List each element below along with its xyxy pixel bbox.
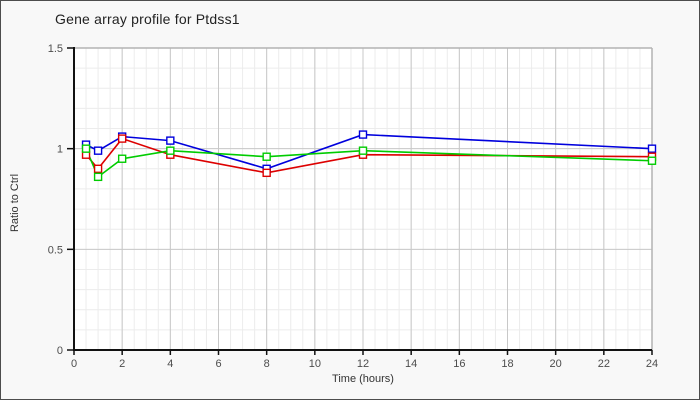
data-point-marker-green (117, 154, 127, 163)
x-tick-label: 10 (309, 358, 321, 370)
x-tick-label: 16 (453, 358, 465, 370)
data-point-marker-red (93, 164, 103, 174)
data-point-marker-green (358, 146, 368, 155)
data-series (81, 130, 657, 182)
data-point-marker-blue (358, 130, 368, 139)
x-tick-label: 20 (550, 358, 562, 370)
plot-border (74, 47, 653, 350)
data-point-marker-blue (166, 136, 175, 145)
data-point-marker-green (262, 152, 271, 161)
y-tick-label: 1.5 (48, 43, 63, 55)
y-tick-label: 0.5 (48, 244, 63, 256)
data-point-marker-red (117, 134, 127, 143)
x-tick-label: 2 (119, 358, 125, 370)
x-tick-label: 0 (71, 358, 77, 370)
data-point-marker-green (81, 144, 91, 153)
x-axis-title: Time (hours) (332, 373, 394, 385)
data-point-marker-red (262, 168, 271, 178)
y-tick-label: 1 (57, 144, 63, 156)
axes (67, 47, 653, 355)
data-point-marker-blue (93, 146, 103, 155)
tick-labels: 00.511.50 2 4 6 8 10 12 14 16 18 20 22 24 (48, 43, 658, 370)
x-tick-label: 22 (598, 358, 610, 370)
chart-title: Gene array profile for Ptdss1 (55, 11, 240, 27)
x-tick-label: 12 (357, 358, 369, 370)
data-point-marker-green (166, 146, 175, 155)
x-tick-label: 24 (646, 358, 658, 370)
x-tick-label: 8 (264, 358, 270, 370)
y-tick-label: 0 (57, 345, 63, 357)
data-point-marker-green (647, 156, 657, 165)
gridlines (74, 48, 653, 350)
x-tick-label: 18 (501, 358, 513, 370)
x-tick-label: 14 (405, 358, 417, 370)
data-point-marker-green (93, 172, 103, 182)
x-tick-label: 4 (167, 358, 173, 370)
y-axis-title: Ratio to Ctrl (9, 174, 21, 232)
x-tick-label: 6 (215, 358, 221, 370)
data-point-marker-blue (647, 144, 657, 153)
